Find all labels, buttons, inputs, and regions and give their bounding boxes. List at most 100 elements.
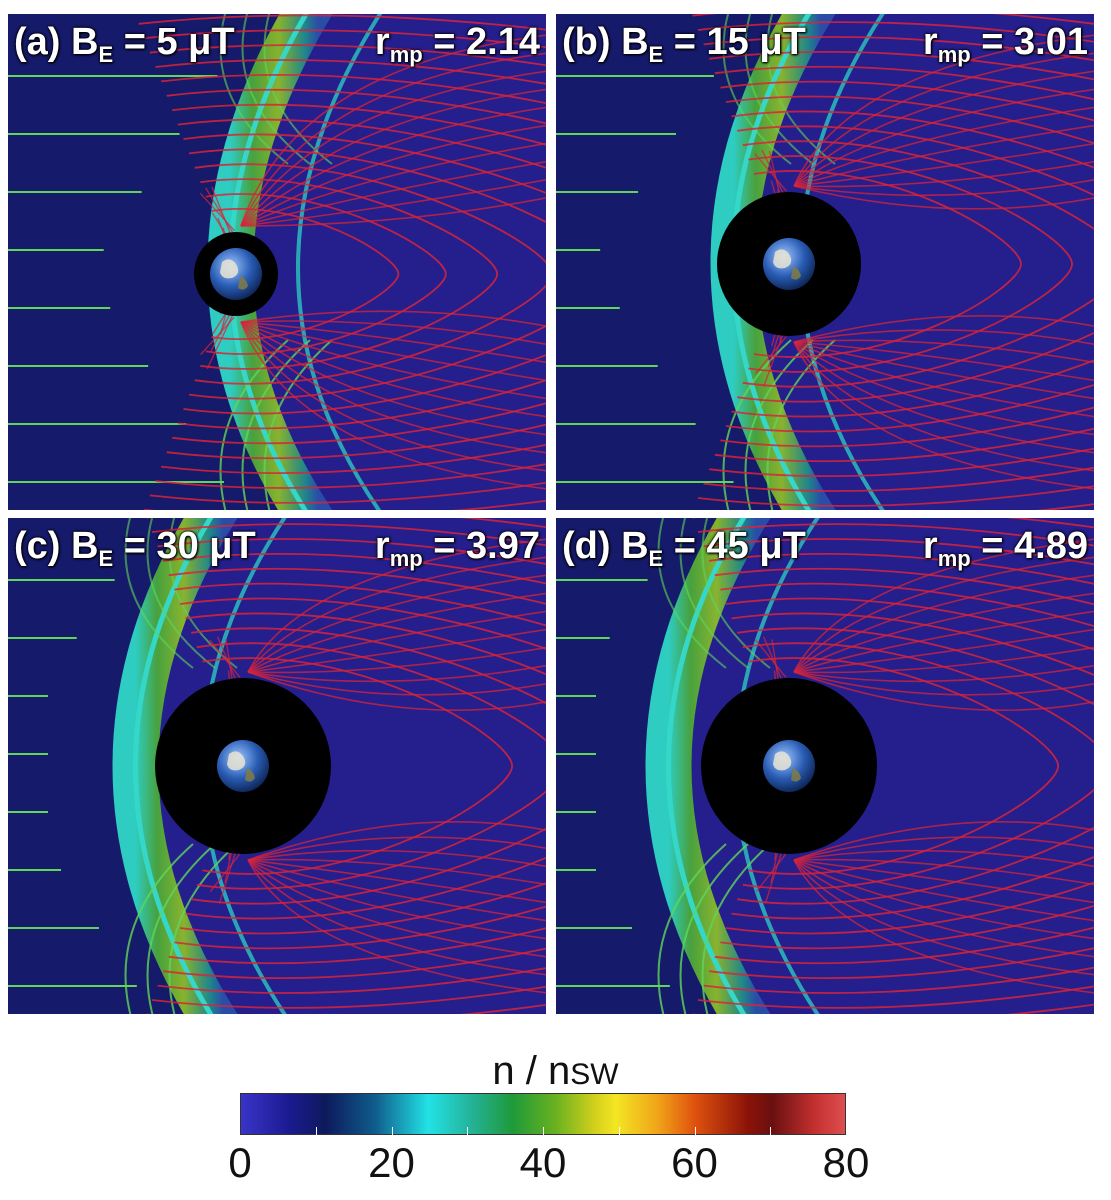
cusp-field-line: [211, 186, 233, 237]
tail-field-line: [247, 859, 546, 922]
tail-field-line: [793, 858, 1094, 886]
cusp-field-line: [755, 853, 787, 893]
draped-field-line: [744, 339, 814, 510]
magnetosphere-plot-d: [556, 518, 1094, 1014]
tail-field-line: [793, 859, 1094, 994]
tail-field-line: [793, 859, 1094, 940]
colorbar-tick-label: 60: [671, 1139, 718, 1186]
tail-field-line: [247, 820, 546, 861]
tail-field-line: [793, 315, 1094, 343]
tail-field-line: [247, 858, 546, 886]
tail-field-line: [793, 859, 1094, 958]
tail-field-line: [793, 859, 1094, 976]
tail-field-line: [793, 849, 1094, 868]
cusp-field-line: [764, 849, 784, 904]
tail-field-line: [793, 646, 1094, 674]
tail-field-line: [240, 321, 546, 418]
cusp-field-line: [768, 150, 783, 201]
draped-field-line: [124, 843, 194, 1014]
magnetosphere-plot-c: [8, 518, 546, 1014]
closed-field-line: [731, 110, 1094, 418]
tail-field-line: [793, 820, 1094, 861]
tail-field-line: [793, 341, 1094, 454]
cusp-field-line: [761, 149, 785, 196]
tail-field-line: [793, 329, 1094, 346]
closed-field-line: [211, 208, 400, 340]
tail-field-line: [247, 859, 546, 958]
draped-field-line: [766, 14, 836, 165]
tail-field-line: [793, 341, 1094, 490]
tail-field-line: [793, 88, 1094, 187]
tail-field-line: [793, 592, 1094, 673]
draped-field-line: [241, 14, 311, 165]
earth-clouds: [220, 259, 239, 279]
tail-field-line: [793, 836, 1094, 861]
tail-field-line: [247, 664, 546, 683]
tail-field-line: [793, 859, 1094, 904]
draped-field-line: [146, 843, 216, 1014]
tail-field-line: [793, 556, 1094, 673]
tail-field-line: [247, 671, 546, 712]
colorbar-title: n / nSW: [0, 1047, 1111, 1099]
colorbar-tick-label: 20: [368, 1139, 415, 1186]
magnetosphere-plot-a: [8, 14, 546, 510]
colorbar-tick-label: 80: [822, 1139, 870, 1186]
cusp-field-line: [209, 639, 241, 678]
closed-field-line: [185, 612, 546, 920]
tail-field-line: [793, 574, 1094, 673]
draped-field-line: [657, 518, 727, 669]
closed-field-line: [720, 582, 1094, 950]
earth-land: [791, 768, 801, 782]
tail-field-line: [793, 341, 1094, 472]
tail-field-line: [247, 859, 546, 994]
tail-field-line: [240, 321, 546, 400]
draped-field-line: [679, 518, 749, 669]
tail-field-line: [793, 106, 1094, 187]
cusp-field-line: [754, 153, 787, 192]
closed-field-line: [725, 95, 1094, 433]
closed-field-line: [166, 88, 546, 460]
cusp-field-line: [199, 192, 235, 232]
closed-field-line: [205, 193, 447, 355]
closed-field-line: [731, 612, 1094, 920]
draped-field-line: [263, 339, 333, 510]
tail-field-line: [247, 836, 546, 861]
tail-field-line: [247, 859, 546, 940]
tail-field-line: [240, 106, 546, 227]
tail-field-line: [240, 321, 546, 436]
cusp-field-line: [762, 332, 785, 387]
colorbar-title-main: n / n: [492, 1049, 571, 1093]
earth-land: [245, 768, 255, 782]
panel-a: (a) BE = 5 μT rmp = 2.14: [8, 14, 546, 510]
closed-field-line: [179, 597, 546, 935]
colorbar-tick: [770, 1127, 772, 1135]
tail-field-line: [240, 321, 546, 364]
tail-field-line: [240, 142, 546, 227]
tail-field-line: [793, 664, 1094, 683]
draped-field-line: [124, 518, 194, 669]
closed-field-line: [168, 567, 546, 965]
colorbar-tick: [694, 1127, 696, 1135]
closed-field-line: [183, 133, 546, 415]
tail-field-line: [793, 178, 1094, 197]
tail-field-line: [240, 197, 546, 227]
cusp-field-line: [216, 636, 238, 683]
tail-field-line: [240, 124, 546, 227]
tail-field-line: [793, 34, 1094, 187]
closed-field-line: [714, 65, 1094, 463]
tail-field-line: [240, 34, 546, 227]
earth-clouds: [227, 751, 246, 771]
tail-field-line: [240, 321, 546, 472]
colorbar-tick-label: 0: [228, 1139, 252, 1186]
tail-field-line: [240, 310, 546, 327]
cusp-field-line: [755, 639, 787, 678]
cusp-field-line: [209, 853, 241, 893]
tail-field-line: [793, 341, 1094, 382]
tail-field-line: [247, 628, 546, 673]
closed-field-line: [177, 118, 546, 430]
earth-clouds: [773, 249, 792, 269]
tail-field-line: [793, 859, 1094, 922]
tail-field-line: [240, 321, 546, 454]
tail-field-line: [793, 341, 1094, 400]
tail-field-line: [240, 320, 546, 346]
